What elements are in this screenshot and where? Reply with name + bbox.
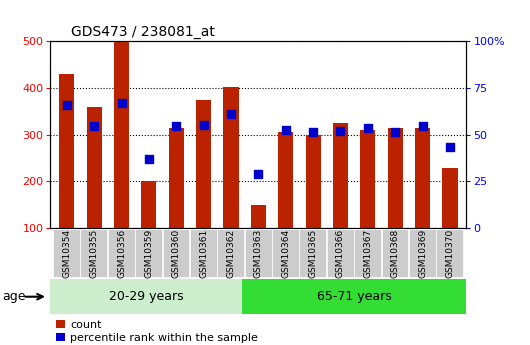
FancyBboxPatch shape	[272, 229, 299, 277]
FancyBboxPatch shape	[436, 229, 463, 277]
Point	[199, 122, 208, 128]
Point	[172, 124, 181, 129]
Text: GSM10368: GSM10368	[391, 229, 400, 278]
Text: GSM10369: GSM10369	[418, 229, 427, 278]
FancyBboxPatch shape	[299, 229, 326, 277]
FancyBboxPatch shape	[53, 229, 80, 277]
FancyBboxPatch shape	[50, 279, 242, 314]
FancyBboxPatch shape	[163, 229, 189, 277]
Bar	[388, 128, 403, 228]
Bar	[306, 135, 321, 228]
Bar	[251, 205, 266, 228]
Point	[145, 156, 153, 161]
Text: GSM10367: GSM10367	[364, 229, 373, 278]
Text: GSM10359: GSM10359	[144, 229, 153, 278]
Legend: count, percentile rank within the sample: count, percentile rank within the sample	[56, 319, 258, 343]
Text: GSM10364: GSM10364	[281, 229, 290, 278]
Text: GSM10366: GSM10366	[336, 229, 345, 278]
FancyBboxPatch shape	[354, 229, 381, 277]
Point	[227, 111, 235, 116]
Text: GSM10360: GSM10360	[172, 229, 181, 278]
Bar	[114, 42, 129, 228]
Point	[63, 102, 71, 108]
Text: GSM10356: GSM10356	[117, 229, 126, 278]
Point	[364, 126, 372, 131]
Bar	[169, 128, 184, 228]
FancyBboxPatch shape	[242, 279, 466, 314]
Point	[418, 124, 427, 129]
Bar	[278, 132, 293, 228]
Bar	[415, 128, 430, 228]
Text: GDS473 / 238081_at: GDS473 / 238081_at	[71, 25, 215, 39]
FancyBboxPatch shape	[409, 229, 436, 277]
Point	[336, 128, 344, 134]
Text: GSM10365: GSM10365	[308, 229, 317, 278]
Point	[117, 100, 126, 106]
Point	[90, 124, 99, 129]
Text: GSM10361: GSM10361	[199, 229, 208, 278]
Bar	[142, 181, 156, 228]
Text: GSM10355: GSM10355	[90, 229, 99, 278]
FancyBboxPatch shape	[81, 229, 107, 277]
Text: 65-71 years: 65-71 years	[317, 290, 392, 303]
FancyBboxPatch shape	[108, 229, 135, 277]
Text: age: age	[3, 290, 26, 303]
Bar	[443, 168, 457, 228]
Bar	[224, 87, 238, 228]
FancyBboxPatch shape	[190, 229, 217, 277]
Bar	[333, 123, 348, 228]
Point	[309, 129, 317, 135]
Bar	[86, 107, 102, 228]
Text: 20-29 years: 20-29 years	[109, 290, 183, 303]
FancyBboxPatch shape	[135, 229, 162, 277]
Bar	[59, 74, 74, 228]
Text: GSM10354: GSM10354	[62, 229, 71, 278]
FancyBboxPatch shape	[382, 229, 409, 277]
Point	[391, 129, 400, 135]
FancyBboxPatch shape	[327, 229, 354, 277]
Point	[254, 171, 262, 177]
FancyBboxPatch shape	[245, 229, 271, 277]
Text: GSM10370: GSM10370	[446, 229, 455, 278]
Text: GSM10362: GSM10362	[226, 229, 235, 278]
FancyBboxPatch shape	[217, 229, 244, 277]
Text: GSM10363: GSM10363	[254, 229, 263, 278]
Point	[281, 127, 290, 132]
Bar	[196, 100, 211, 228]
Point	[446, 144, 454, 150]
Bar	[360, 130, 375, 228]
